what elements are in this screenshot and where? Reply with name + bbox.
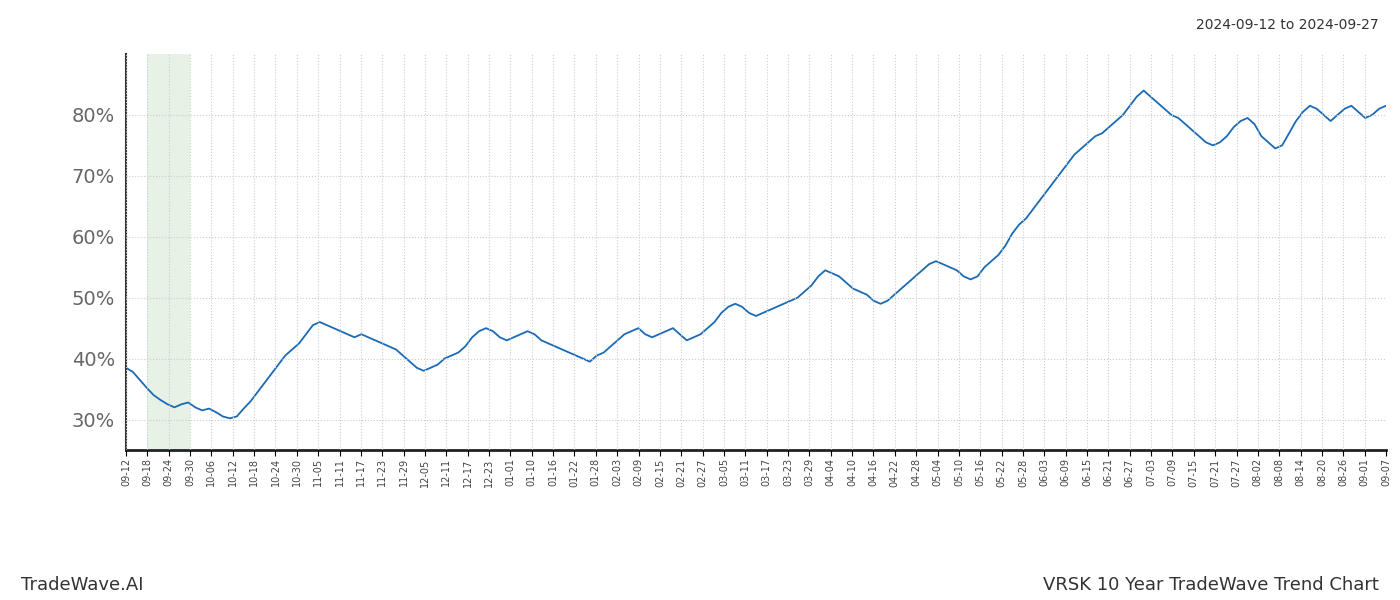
Text: VRSK 10 Year TradeWave Trend Chart: VRSK 10 Year TradeWave Trend Chart <box>1043 576 1379 594</box>
Bar <box>147 54 190 450</box>
Text: 2024-09-12 to 2024-09-27: 2024-09-12 to 2024-09-27 <box>1197 18 1379 32</box>
Text: TradeWave.AI: TradeWave.AI <box>21 576 143 594</box>
